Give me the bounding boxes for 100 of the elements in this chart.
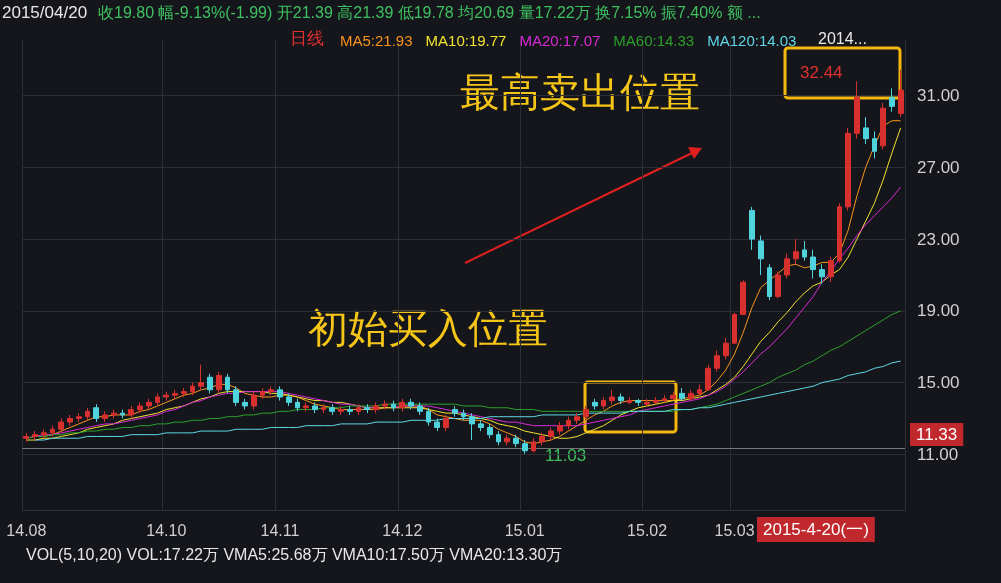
candlestick	[399, 398, 405, 412]
candlestick	[688, 389, 694, 402]
candlestick	[461, 409, 466, 421]
candlestick	[443, 414, 449, 432]
candlestick	[391, 400, 396, 412]
x-tick-label: 15.01	[504, 521, 545, 539]
candlestick	[216, 371, 222, 394]
candlestick	[251, 391, 257, 411]
candlestick	[705, 364, 711, 391]
candlestick	[181, 387, 187, 398]
candlestick	[23, 432, 29, 443]
candlestick	[784, 252, 790, 280]
candlestick	[242, 398, 248, 411]
chart-subtitle: 收19.80 幅-9.13%(-1.99) 开21.39 高21.39 低19.78 均20.69 量17.22万 换7.15% 振7.40% 额 ...	[98, 3, 761, 21]
annotation: 日线	[290, 29, 324, 48]
candlestick	[111, 409, 117, 420]
text: MA120:14.03	[707, 32, 797, 49]
candlestick	[50, 425, 55, 437]
candlestick	[338, 405, 344, 416]
y-tick-label: 31.00	[917, 86, 960, 106]
candlestick	[417, 401, 423, 416]
candlestick	[85, 407, 90, 421]
candlestick	[618, 392, 624, 405]
y-tick-label: 11.00	[917, 444, 959, 464]
chart-title: 2015/04/20	[2, 3, 88, 22]
y-tick-label: 15.00	[917, 373, 960, 393]
ref-line-label: 11.33	[916, 424, 958, 444]
candlestick	[539, 432, 545, 446]
annotation: 2014...	[818, 29, 867, 47]
candlestick	[260, 387, 265, 400]
text: VOL(5,10,20) VOL:17.22万 VMA5:25.68万 VMA10:17.50万 VMA20:13.30万	[26, 545, 563, 563]
candlestick	[426, 407, 431, 427]
candlestick	[880, 102, 886, 150]
candlestick	[697, 383, 702, 396]
x-tick-label: 14.12	[382, 521, 423, 539]
candlestick	[601, 396, 606, 411]
candlestick	[522, 439, 528, 455]
candlestick	[819, 263, 825, 285]
candlestick	[155, 392, 160, 407]
y-tick-label: 19.00	[917, 301, 960, 321]
candlestick	[732, 312, 737, 344]
candlestick	[662, 394, 667, 403]
candlestick	[347, 405, 353, 416]
candlestick	[67, 414, 73, 427]
x-tick-label: 14.10	[146, 521, 187, 539]
text: MA10:19.77	[425, 32, 507, 49]
candlestick	[225, 373, 230, 394]
candlestick	[828, 256, 834, 283]
candlestick	[207, 373, 213, 394]
candlestick	[321, 403, 326, 414]
candlestick	[364, 403, 370, 414]
annotation: 32.44	[800, 63, 843, 82]
text: MA20:17.07	[519, 32, 601, 49]
candlestick	[898, 69, 904, 118]
candlestick	[190, 382, 195, 396]
candlestick	[653, 396, 659, 405]
x-tick-label: 15.02	[627, 521, 668, 539]
candlestick	[303, 401, 309, 412]
candlestick	[41, 428, 47, 439]
candlestick	[583, 405, 589, 421]
text: 2015-4-20(一)	[763, 520, 869, 539]
candlestick	[810, 249, 816, 280]
candlestick	[434, 418, 440, 432]
candlestick	[312, 401, 318, 414]
candlestick	[574, 412, 580, 425]
candlestick	[356, 403, 361, 416]
candlestick	[452, 405, 458, 418]
candlestick	[767, 263, 772, 301]
y-tick-label: 23.00	[917, 229, 960, 249]
candlestick	[749, 206, 755, 251]
candlestick	[531, 437, 536, 454]
candlestick	[32, 430, 38, 441]
candlestick	[504, 434, 510, 446]
x-tick-label: 14.11	[260, 521, 300, 539]
candlestick	[775, 270, 781, 299]
candlestick	[408, 398, 414, 411]
candlestick	[146, 398, 152, 411]
line-series	[34, 360, 902, 441]
candlestick	[233, 385, 239, 407]
candlestick	[163, 391, 169, 402]
candlestick	[758, 235, 764, 276]
candlestick	[592, 398, 598, 411]
candlestick	[295, 398, 300, 412]
candlestick	[268, 385, 274, 396]
candlestick	[478, 419, 484, 432]
candlestick	[102, 410, 108, 423]
candlestick	[329, 403, 335, 416]
candlestick	[863, 116, 869, 145]
candlestick	[854, 80, 860, 140]
candlestick	[120, 409, 125, 420]
candlestick	[277, 385, 283, 402]
candlestick	[93, 403, 99, 423]
candlestick	[679, 387, 685, 402]
candlestick	[845, 127, 851, 211]
candlestick	[172, 389, 178, 400]
text: MA60:14.33	[613, 32, 695, 49]
candlestick	[609, 389, 615, 405]
candlestick	[496, 430, 501, 446]
candlestick	[58, 418, 64, 434]
candlestick	[382, 400, 388, 411]
